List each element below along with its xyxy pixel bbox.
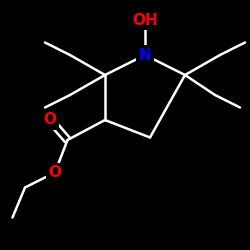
Text: O: O: [48, 165, 62, 180]
Text: N: N: [138, 48, 151, 62]
Text: OH: OH: [132, 12, 158, 28]
Text: O: O: [44, 112, 57, 128]
